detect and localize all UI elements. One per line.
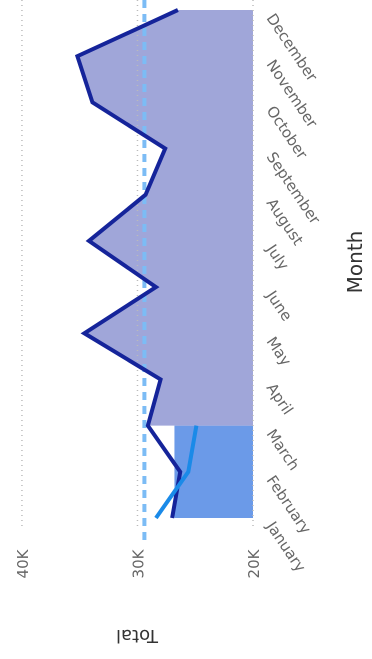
line bbox=[74, 8, 183, 519]
areas bbox=[77, 10, 253, 518]
x-tick-label: May bbox=[263, 333, 295, 369]
x-tick-label: June bbox=[262, 286, 296, 324]
x-tick-label: July bbox=[262, 240, 293, 273]
y-axis-title: Total bbox=[116, 625, 159, 646]
grid bbox=[21, 0, 254, 540]
x-axis-title: Month bbox=[343, 231, 367, 294]
lines bbox=[74, 8, 199, 520]
area-fill bbox=[77, 10, 253, 426]
line bbox=[154, 425, 199, 520]
x-tick-label: March bbox=[263, 426, 303, 474]
y-tick-label: 40K bbox=[14, 548, 32, 578]
x-tick-label: April bbox=[263, 380, 297, 418]
y-tick-label: 30K bbox=[129, 548, 147, 578]
y-tick-label: 20K bbox=[245, 548, 263, 578]
